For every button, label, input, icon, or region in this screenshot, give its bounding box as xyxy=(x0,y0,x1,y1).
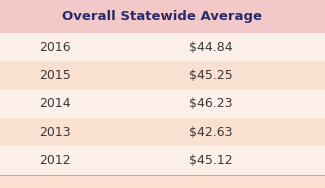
Text: 2015: 2015 xyxy=(39,69,71,82)
Text: $45.12: $45.12 xyxy=(188,154,232,167)
Text: $45.25: $45.25 xyxy=(188,69,232,82)
FancyBboxPatch shape xyxy=(0,33,325,61)
Text: 2013: 2013 xyxy=(39,126,71,139)
Text: 2012: 2012 xyxy=(39,154,71,167)
Text: $42.63: $42.63 xyxy=(188,126,232,139)
FancyBboxPatch shape xyxy=(0,61,325,90)
Text: Overall Statewide Average: Overall Statewide Average xyxy=(62,10,263,23)
Text: 2016: 2016 xyxy=(39,41,71,54)
FancyBboxPatch shape xyxy=(0,118,325,146)
Text: 2014: 2014 xyxy=(39,97,71,110)
FancyBboxPatch shape xyxy=(0,90,325,118)
FancyBboxPatch shape xyxy=(0,0,325,33)
Text: $44.84: $44.84 xyxy=(188,41,232,54)
FancyBboxPatch shape xyxy=(0,175,325,188)
FancyBboxPatch shape xyxy=(0,146,325,175)
Text: $46.23: $46.23 xyxy=(188,97,232,110)
